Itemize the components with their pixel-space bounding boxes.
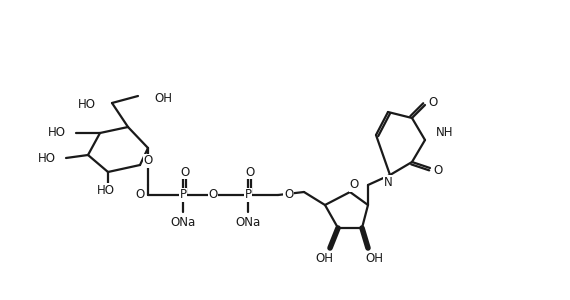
Text: HO: HO — [38, 152, 56, 164]
Text: ONa: ONa — [235, 215, 260, 229]
Text: O: O — [180, 166, 190, 178]
Text: O: O — [433, 164, 443, 176]
Text: HO: HO — [78, 98, 96, 112]
Text: HO: HO — [48, 127, 66, 140]
Text: O: O — [136, 188, 145, 202]
Text: P: P — [180, 188, 186, 202]
Text: O: O — [144, 154, 153, 167]
Text: O: O — [284, 188, 293, 202]
Text: NH: NH — [436, 127, 454, 140]
Text: OH: OH — [154, 92, 172, 104]
Text: O: O — [349, 178, 359, 191]
Text: P: P — [245, 188, 251, 202]
Text: N: N — [384, 176, 392, 188]
Text: O: O — [209, 188, 218, 202]
Text: OH: OH — [365, 251, 383, 265]
Text: HO: HO — [97, 184, 115, 196]
Text: O: O — [245, 166, 255, 178]
Text: OH: OH — [315, 251, 333, 265]
Text: O: O — [429, 97, 438, 110]
Text: ONa: ONa — [170, 215, 196, 229]
